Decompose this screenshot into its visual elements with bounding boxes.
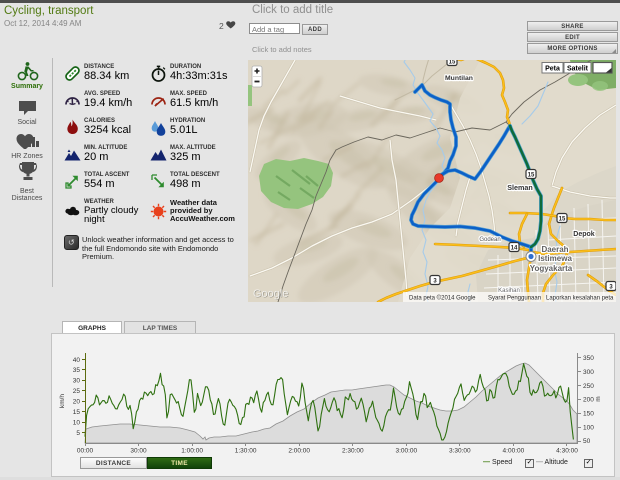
svg-text:15: 15 (528, 173, 535, 179)
svg-text:200: 200 (583, 397, 594, 404)
svg-text:Google: Google (254, 289, 289, 301)
svg-text:m: m (595, 396, 602, 401)
svg-text:150: 150 (583, 411, 594, 418)
svg-text:3:30:00: 3:30:00 (449, 448, 471, 455)
svg-text:100: 100 (583, 424, 594, 431)
svg-text:10: 10 (73, 419, 81, 426)
svg-text:250: 250 (583, 383, 594, 390)
svg-text:Syarat Penggunaan: Syarat Penggunaan (488, 296, 541, 302)
svg-text:Godean: Godean (479, 237, 500, 243)
svg-text:Istimewa: Istimewa (538, 254, 572, 263)
svg-text:15: 15 (559, 217, 566, 223)
svg-text:1:00:00: 1:00:00 (181, 448, 203, 455)
svg-text:14: 14 (511, 246, 518, 252)
svg-text:5: 5 (76, 430, 80, 437)
svg-text:2:00:00: 2:00:00 (288, 448, 310, 455)
svg-text:Muntilan: Muntilan (445, 75, 473, 82)
svg-text:4:30:00: 4:30:00 (556, 448, 578, 455)
svg-text:Data peta ©2014 Google: Data peta ©2014 Google (409, 295, 476, 302)
svg-text:350: 350 (583, 355, 594, 362)
svg-text:2:30:00: 2:30:00 (342, 448, 364, 455)
svg-text:Depok: Depok (573, 231, 595, 238)
svg-text:1:30:00: 1:30:00 (235, 448, 257, 455)
svg-text:30:00: 30:00 (130, 448, 147, 455)
svg-text:300: 300 (583, 369, 594, 376)
svg-text:4:00:00: 4:00:00 (503, 448, 525, 455)
svg-text:Kasihan: Kasihan (498, 288, 520, 294)
svg-text:20: 20 (73, 399, 81, 406)
svg-text:30: 30 (73, 378, 81, 385)
svg-text:15: 15 (73, 409, 81, 416)
svg-text:25: 25 (73, 388, 81, 395)
svg-text:50: 50 (583, 438, 591, 445)
svg-text:35: 35 (73, 367, 81, 374)
svg-text:3: 3 (609, 285, 613, 291)
svg-text:3: 3 (433, 279, 437, 285)
svg-text:00:00: 00:00 (77, 448, 94, 455)
svg-text:3:00:00: 3:00:00 (395, 448, 417, 455)
svg-text:Daerah: Daerah (541, 245, 568, 254)
svg-text:Google: Google (253, 288, 288, 300)
svg-text:Sleman: Sleman (507, 183, 533, 192)
svg-text:40: 40 (73, 357, 81, 364)
svg-text:15: 15 (449, 60, 456, 66)
svg-text:Satelit: Satelit (567, 66, 589, 73)
svg-text:Laporkan kesalahan peta: Laporkan kesalahan peta (546, 296, 614, 302)
svg-text:Peta: Peta (545, 66, 560, 73)
svg-text:Yogyakarta: Yogyakarta (530, 264, 573, 273)
svg-text:km/h: km/h (59, 394, 66, 408)
